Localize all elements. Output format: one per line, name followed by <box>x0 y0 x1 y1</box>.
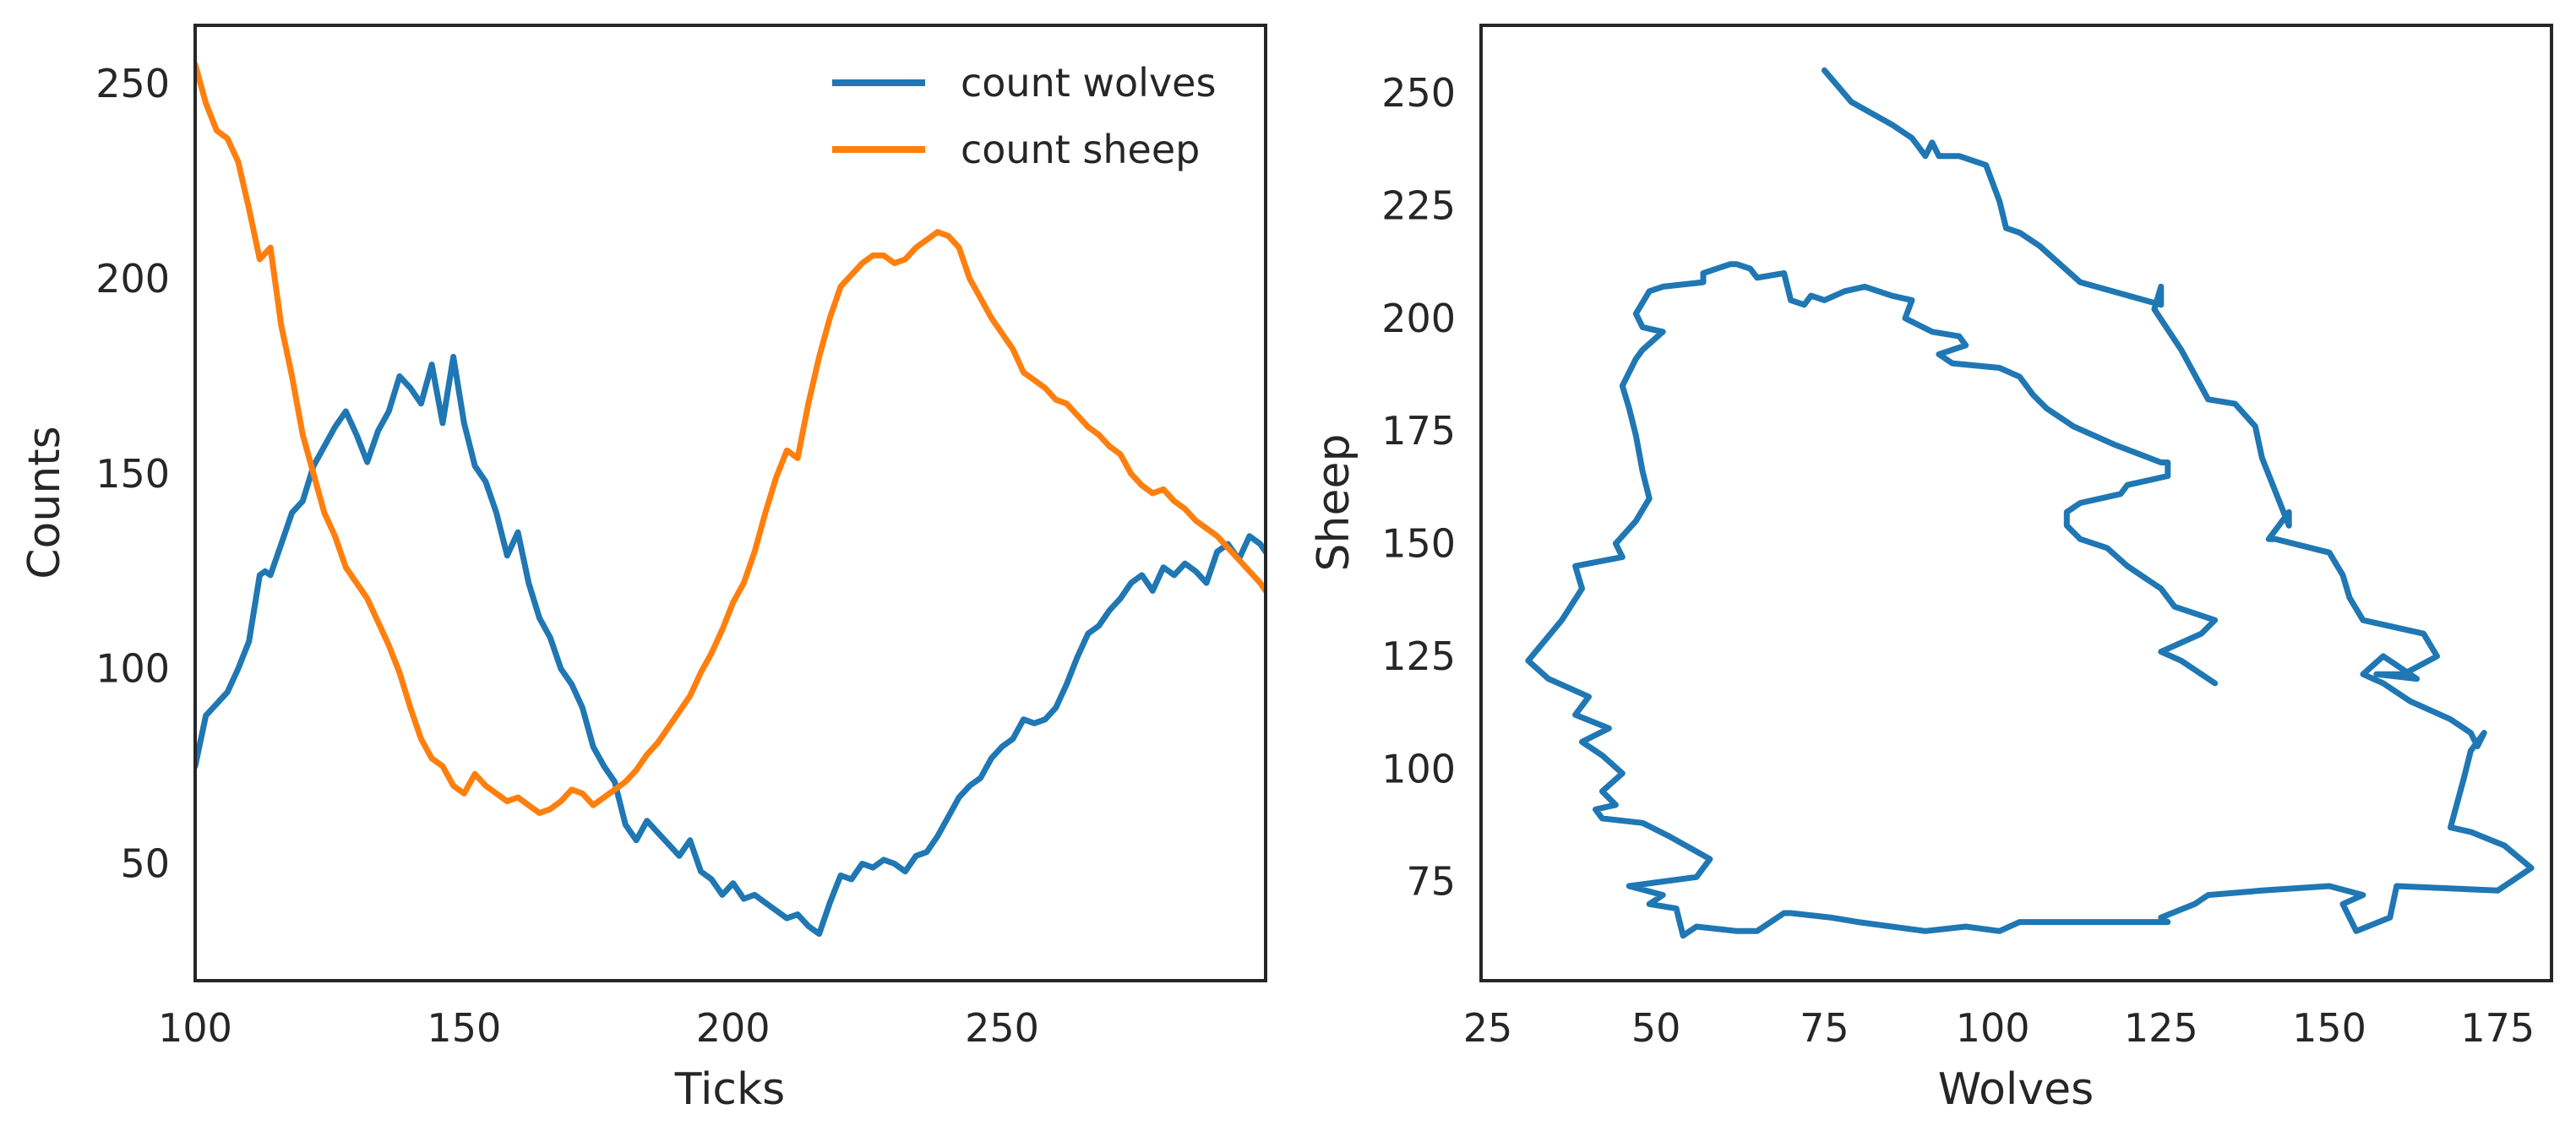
x-tick-label: 25 <box>1463 1005 1513 1051</box>
y-tick-label: 150 <box>1381 521 1456 567</box>
y-tick-label: 125 <box>1381 634 1456 679</box>
plot-area-right <box>1525 67 2535 939</box>
y-tick-label: 50 <box>120 841 170 887</box>
y-ticks-left: 50 100 150 200 250 <box>95 61 170 886</box>
y-tick-label: 100 <box>95 646 170 692</box>
y-tick-label: 225 <box>1381 182 1456 228</box>
x-axis-label-right: Wolves <box>1938 1064 2094 1115</box>
y-ticks-right: 75 100 125 150 175 200 225 250 <box>1381 70 1456 905</box>
x-tick-label: 250 <box>965 1005 1039 1051</box>
chart-counts-over-ticks: 100 150 200 250 50 100 150 200 250 Ticks Counts… <box>19 24 1267 1115</box>
x-tick-label: 125 <box>2124 1005 2198 1051</box>
legend-label-wolves: count wolves <box>961 60 1216 106</box>
series-count-wolves <box>195 353 1266 938</box>
y-axis-label-left: Counts <box>19 426 70 579</box>
y-tick-label: 200 <box>95 256 170 302</box>
x-tick-label: 50 <box>1631 1005 1681 1051</box>
x-tick-label: 150 <box>427 1005 501 1051</box>
y-tick-label: 175 <box>1381 408 1456 454</box>
x-tick-label: 150 <box>2292 1005 2366 1051</box>
plot-area-left <box>195 61 1266 938</box>
chart-sheep-vs-wolves: 25 50 75 100 125 150 175 75 100 125 150 175 200 225 2… <box>1309 24 2553 1115</box>
x-tick-label: 200 <box>696 1005 771 1051</box>
y-tick-label: 200 <box>1381 296 1456 341</box>
x-tick-label: 175 <box>2460 1005 2535 1051</box>
y-tick-label: 75 <box>1406 859 1456 905</box>
y-tick-label: 100 <box>1381 746 1456 791</box>
axes-frame-right <box>1479 24 2553 982</box>
x-axis-label-left: Ticks <box>674 1064 785 1115</box>
series-count-sheep <box>195 61 1266 816</box>
y-tick-label: 250 <box>1381 70 1456 116</box>
x-tick-label: 100 <box>1956 1005 2030 1051</box>
x-ticks-left: 100 150 200 250 <box>158 1005 1039 1051</box>
legend: count wolves count sheep <box>832 60 1216 172</box>
y-tick-label: 250 <box>95 61 170 106</box>
x-tick-label: 75 <box>1800 1005 1849 1051</box>
axes-frame-left <box>193 24 1267 982</box>
series-trajectory <box>1525 67 2535 939</box>
legend-label-sheep: count sheep <box>961 127 1200 172</box>
y-tick-label: 150 <box>95 451 170 497</box>
x-ticks-right: 25 50 75 100 125 150 175 <box>1463 1005 2535 1051</box>
x-tick-label: 100 <box>158 1005 232 1051</box>
y-axis-label-right: Sheep <box>1309 434 1359 572</box>
